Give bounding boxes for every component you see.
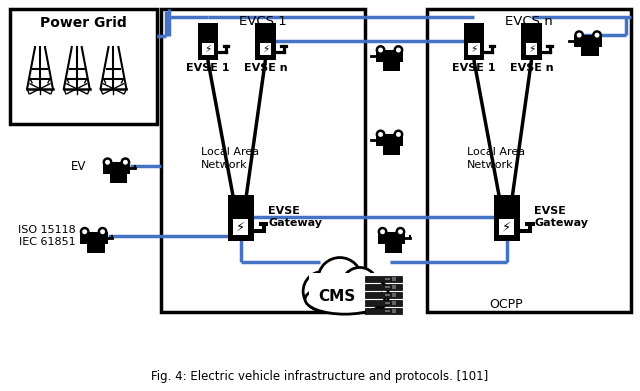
Bar bbox=[202, 43, 214, 55]
Bar bbox=[109, 174, 127, 183]
Bar bbox=[365, 292, 403, 298]
Text: EVCS 1: EVCS 1 bbox=[239, 15, 287, 28]
Bar bbox=[392, 277, 396, 282]
Text: ⚡: ⚡ bbox=[502, 220, 511, 233]
Bar bbox=[365, 276, 403, 282]
Circle shape bbox=[120, 157, 131, 167]
Bar bbox=[365, 300, 403, 306]
Text: Local Area
Network: Local Area Network bbox=[201, 147, 259, 170]
Circle shape bbox=[376, 129, 385, 140]
Circle shape bbox=[376, 45, 385, 55]
Circle shape bbox=[342, 267, 378, 303]
Circle shape bbox=[595, 33, 600, 38]
Bar bbox=[463, 23, 484, 60]
Bar bbox=[376, 135, 403, 146]
Bar bbox=[365, 284, 403, 291]
Circle shape bbox=[318, 258, 362, 301]
Text: EV: EV bbox=[71, 160, 86, 173]
Circle shape bbox=[577, 33, 582, 38]
Bar bbox=[526, 43, 537, 55]
Bar bbox=[383, 146, 401, 155]
Bar bbox=[365, 308, 403, 314]
Text: Power Grid: Power Grid bbox=[40, 16, 127, 30]
Bar bbox=[392, 293, 396, 297]
Circle shape bbox=[378, 48, 383, 52]
Circle shape bbox=[378, 132, 383, 137]
Text: EVSE 1: EVSE 1 bbox=[186, 63, 230, 73]
Circle shape bbox=[380, 229, 385, 234]
Bar bbox=[378, 232, 405, 244]
Bar bbox=[383, 62, 401, 71]
Text: ⚡: ⚡ bbox=[470, 43, 477, 53]
Bar bbox=[499, 219, 514, 235]
Bar bbox=[385, 294, 390, 296]
Circle shape bbox=[378, 227, 387, 237]
Bar bbox=[468, 43, 479, 55]
Bar bbox=[80, 232, 108, 244]
Circle shape bbox=[97, 227, 108, 237]
Bar bbox=[376, 50, 403, 62]
Bar bbox=[574, 35, 602, 47]
Bar bbox=[385, 286, 390, 288]
Bar bbox=[309, 273, 381, 303]
Bar bbox=[385, 278, 390, 280]
Text: ISO 15118
IEC 61851: ISO 15118 IEC 61851 bbox=[18, 224, 76, 247]
Text: EVSE n: EVSE n bbox=[509, 63, 554, 73]
Circle shape bbox=[80, 227, 90, 237]
Text: ⚡: ⚡ bbox=[528, 43, 535, 53]
Circle shape bbox=[356, 280, 388, 311]
Text: EVSE
Gateway: EVSE Gateway bbox=[534, 206, 588, 228]
Bar bbox=[428, 9, 631, 312]
Ellipse shape bbox=[305, 284, 385, 314]
Bar bbox=[255, 23, 276, 60]
Text: ⚡: ⚡ bbox=[76, 83, 77, 84]
Bar bbox=[161, 9, 365, 312]
Bar bbox=[392, 285, 396, 289]
Circle shape bbox=[592, 30, 602, 40]
Text: EVSE 1: EVSE 1 bbox=[452, 63, 495, 73]
Circle shape bbox=[398, 229, 403, 234]
Bar bbox=[493, 195, 520, 241]
Circle shape bbox=[394, 45, 403, 55]
Text: ⚡: ⚡ bbox=[204, 43, 211, 53]
Bar bbox=[581, 47, 599, 56]
Bar bbox=[392, 301, 396, 305]
Circle shape bbox=[100, 229, 105, 234]
Bar bbox=[86, 244, 104, 253]
Circle shape bbox=[394, 129, 403, 140]
Bar bbox=[385, 310, 390, 312]
Text: Fig. 4: Electric vehicle infrastructure and protocols. [101]: Fig. 4: Electric vehicle infrastructure … bbox=[152, 370, 488, 383]
Text: EVSE
Gateway: EVSE Gateway bbox=[268, 206, 323, 228]
Bar bbox=[260, 43, 271, 55]
Circle shape bbox=[574, 30, 584, 40]
Circle shape bbox=[102, 157, 113, 167]
Circle shape bbox=[396, 132, 401, 137]
Text: Local Area
Network: Local Area Network bbox=[467, 147, 525, 170]
Circle shape bbox=[82, 229, 87, 234]
Text: EVCS n: EVCS n bbox=[505, 15, 553, 28]
Circle shape bbox=[123, 160, 128, 165]
Circle shape bbox=[105, 160, 110, 165]
Bar bbox=[521, 23, 542, 60]
Text: ⚡: ⚡ bbox=[113, 83, 114, 84]
Text: OCPP: OCPP bbox=[489, 298, 522, 311]
Bar bbox=[385, 302, 390, 304]
Bar bbox=[10, 9, 157, 124]
Bar bbox=[392, 309, 396, 313]
Text: ⚡: ⚡ bbox=[236, 220, 245, 233]
Bar bbox=[102, 162, 131, 174]
Circle shape bbox=[303, 271, 343, 311]
Circle shape bbox=[396, 48, 401, 52]
Text: EVSE n: EVSE n bbox=[244, 63, 287, 73]
Text: CMS: CMS bbox=[318, 289, 355, 304]
Bar bbox=[228, 195, 253, 241]
Text: ⚡: ⚡ bbox=[262, 43, 269, 53]
Circle shape bbox=[396, 227, 405, 237]
Bar bbox=[385, 244, 403, 253]
Bar bbox=[234, 219, 248, 235]
Bar bbox=[198, 23, 218, 60]
